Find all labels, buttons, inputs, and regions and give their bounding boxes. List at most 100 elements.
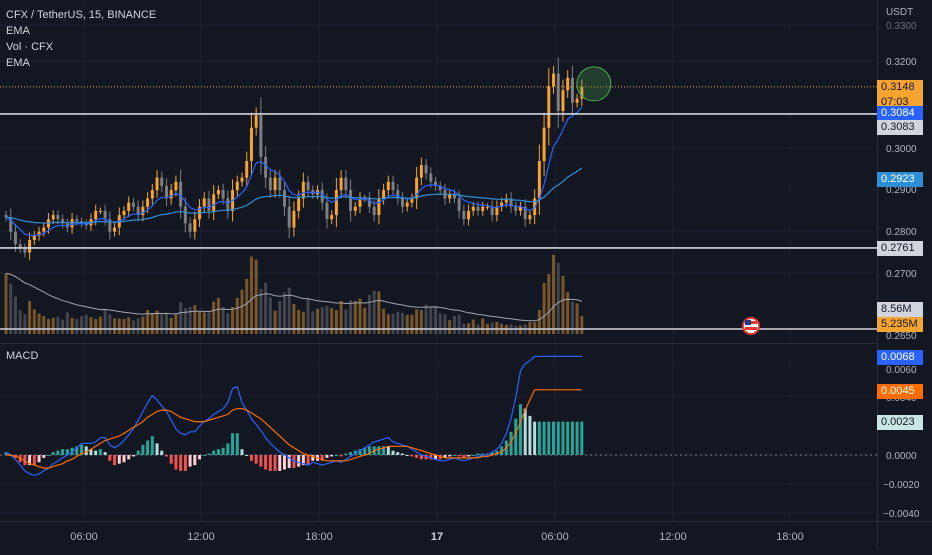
study-ema-long[interactable]: EMA — [6, 57, 30, 69]
candle-body[interactable] — [98, 210, 102, 212]
macd-pane[interactable] — [0, 355, 877, 476]
candle-body[interactable] — [448, 194, 452, 199]
candle-body[interactable] — [278, 177, 282, 191]
candle-body[interactable] — [419, 165, 423, 178]
candle-body[interactable] — [108, 219, 112, 232]
candle-body[interactable] — [580, 86, 584, 99]
candle-body[interactable] — [471, 206, 475, 211]
candle-body[interactable] — [207, 198, 211, 211]
candle-body[interactable] — [193, 219, 197, 232]
candle-body[interactable] — [367, 198, 371, 207]
candle-body[interactable] — [264, 156, 268, 178]
study-volume[interactable]: Vol · CFX — [6, 41, 54, 53]
candle-body[interactable] — [528, 215, 532, 220]
candle-body[interactable] — [174, 181, 178, 191]
candle-body[interactable] — [164, 185, 168, 199]
candle-body[interactable] — [462, 210, 466, 220]
candle-body[interactable] — [160, 177, 164, 186]
candle-body[interactable] — [504, 198, 508, 203]
candle-body[interactable] — [249, 127, 253, 161]
candle-body[interactable] — [438, 185, 442, 191]
study-ema-short[interactable]: EMA — [6, 25, 30, 37]
candle-body[interactable] — [150, 190, 154, 199]
candle-body[interactable] — [141, 206, 145, 216]
candle-body[interactable] — [415, 177, 419, 199]
candle-body[interactable] — [9, 217, 13, 232]
candle-body[interactable] — [325, 202, 329, 220]
candle-body[interactable] — [457, 198, 461, 211]
candle-body[interactable] — [56, 215, 60, 220]
candle-body[interactable] — [127, 202, 131, 211]
candle-body[interactable] — [4, 215, 8, 218]
candle-body[interactable] — [485, 206, 489, 208]
candle-body[interactable] — [212, 194, 216, 211]
candle-body[interactable] — [575, 98, 579, 103]
candle-body[interactable] — [259, 115, 263, 157]
candle-body[interactable] — [42, 227, 46, 232]
candle-body[interactable] — [282, 190, 286, 207]
candle-body[interactable] — [287, 206, 291, 228]
candle-body[interactable] — [452, 194, 456, 199]
candle-body[interactable] — [495, 206, 499, 216]
candle-body[interactable] — [235, 181, 239, 191]
candle-body[interactable] — [94, 210, 98, 220]
candle-body[interactable] — [400, 198, 404, 207]
candle-body[interactable] — [344, 177, 348, 191]
candle-body[interactable] — [556, 73, 560, 112]
candle-body[interactable] — [75, 219, 79, 222]
overlays-layer[interactable] — [0, 66, 877, 335]
candle-body[interactable] — [339, 177, 343, 191]
candle-body[interactable] — [23, 248, 27, 253]
candle-body[interactable] — [188, 223, 192, 232]
candle-body[interactable] — [70, 219, 74, 228]
candle-body[interactable] — [245, 160, 249, 178]
candle-body[interactable] — [561, 90, 565, 112]
candle-body[interactable] — [396, 190, 400, 199]
candles-layer[interactable] — [4, 57, 584, 261]
candle-body[interactable] — [514, 206, 518, 211]
candle-body[interactable] — [405, 202, 409, 207]
candle-body[interactable] — [330, 215, 334, 220]
candle-body[interactable] — [51, 215, 55, 220]
candle-body[interactable] — [518, 206, 522, 211]
candle-body[interactable] — [476, 206, 480, 211]
candle-body[interactable] — [301, 181, 305, 199]
candle-body[interactable] — [490, 206, 494, 216]
candle-body[interactable] — [391, 181, 395, 191]
candle-body[interactable] — [113, 227, 117, 232]
candle-body[interactable] — [122, 210, 126, 216]
candle-body[interactable] — [179, 181, 183, 207]
macd-legend[interactable]: MACD — [6, 350, 39, 362]
candle-body[interactable] — [273, 177, 277, 191]
candle-body[interactable] — [382, 190, 386, 199]
candle-body[interactable] — [542, 127, 546, 161]
candle-body[interactable] — [297, 198, 301, 211]
candle-body[interactable] — [221, 190, 225, 199]
candle-body[interactable] — [32, 235, 36, 241]
candle-body[interactable] — [523, 206, 527, 220]
candle-body[interactable] — [131, 202, 135, 207]
candle-body[interactable] — [552, 73, 556, 87]
candle-body[interactable] — [358, 198, 362, 207]
candle-body[interactable] — [13, 231, 17, 245]
candle-body[interactable] — [566, 77, 570, 91]
candle-body[interactable] — [537, 160, 541, 199]
candle-body[interactable] — [481, 206, 485, 211]
candle-body[interactable] — [61, 219, 65, 224]
candle-body[interactable] — [509, 198, 513, 207]
highlight-circle-marker[interactable] — [576, 66, 612, 102]
symbol-title[interactable]: CFX / TetherUS, 15, BINANCE — [6, 9, 157, 21]
candle-body[interactable] — [240, 177, 244, 182]
candle-body[interactable] — [146, 198, 150, 207]
candle-body[interactable] — [103, 210, 107, 220]
candle-body[interactable] — [306, 181, 310, 191]
candle-body[interactable] — [37, 231, 41, 236]
candle-body[interactable] — [226, 198, 230, 211]
candle-body[interactable] — [467, 210, 471, 220]
candle-body[interactable] — [353, 206, 357, 211]
candle-body[interactable] — [334, 190, 338, 216]
candle-body[interactable] — [377, 198, 381, 216]
chart-legend[interactable]: CFX / TetherUS, 15, BINANCE EMA Vol · CF… — [6, 7, 156, 71]
